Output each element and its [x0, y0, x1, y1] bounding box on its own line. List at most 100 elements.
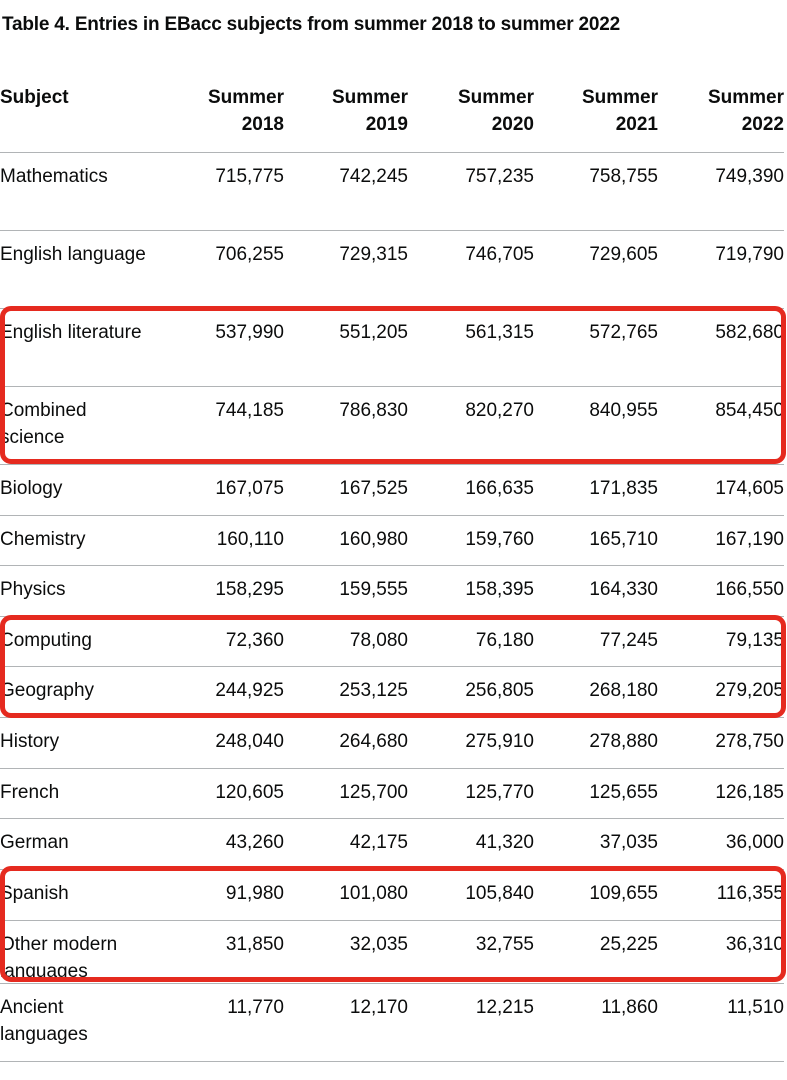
table-row: Biology 167,075 167,525 166,635 171,835 174,6…: [0, 464, 784, 516]
value-label: 256,805: [465, 679, 534, 701]
value-cell: 12,215: [408, 983, 534, 1062]
subject-cell: English language: [0, 230, 190, 309]
subject-cell: Chemistry: [0, 515, 190, 566]
value-label: 32,035: [349, 933, 408, 955]
value-label: 166,635: [465, 477, 534, 499]
value-label: 165,710: [589, 528, 658, 550]
value-cell: 91,980: [190, 869, 284, 921]
value-cell: 820,270: [408, 386, 534, 465]
value-cell: 78,080: [284, 616, 408, 667]
subject-cell: History: [0, 717, 190, 769]
value-label: 42,175: [349, 831, 408, 853]
subject-label: Chemistry: [0, 528, 86, 550]
value-cell: 36,310: [658, 920, 784, 984]
value-label: 786,830: [339, 399, 408, 421]
value-label: 746,705: [465, 243, 534, 265]
value-cell: 105,840: [408, 869, 534, 921]
value-label: 744,185: [215, 399, 284, 421]
value-label: 244,925: [215, 679, 284, 701]
subject-cell: Physics: [0, 565, 190, 617]
value-label: 11,770: [227, 996, 284, 1018]
value-label: 253,125: [339, 679, 408, 701]
header-row: Subject Summer 2018 Summer 2019 Summer 2…: [0, 76, 784, 153]
value-cell: 758,755: [534, 152, 658, 231]
subject-cell: Computing: [0, 616, 190, 667]
value-cell: 757,235: [408, 152, 534, 231]
value-label: 41,320: [475, 831, 534, 853]
value-label: 12,170: [349, 996, 408, 1018]
value-cell: 160,980: [284, 515, 408, 566]
value-cell: 551,205: [284, 308, 408, 387]
value-label: 572,765: [589, 321, 658, 343]
value-cell: 729,315: [284, 230, 408, 309]
subject-cell: Ancient languages: [0, 983, 190, 1062]
value-label: 78,080: [349, 629, 408, 651]
value-label: 159,760: [465, 528, 534, 550]
value-label: 279,205: [715, 679, 784, 701]
column-header: Summer 2018: [190, 76, 284, 153]
value-cell: 264,680: [284, 717, 408, 769]
value-cell: 786,830: [284, 386, 408, 465]
table-caption: Table 4. Entries in EBacc subjects from …: [2, 14, 620, 35]
subject-label: English literature: [0, 321, 142, 343]
value-cell: 43,260: [190, 818, 284, 870]
value-cell: 11,510: [658, 983, 784, 1062]
subject-label: Computing: [0, 629, 92, 651]
table-row: Computing 72,360 78,080 76,180 77,245 79,135: [0, 616, 784, 667]
value-cell: 42,175: [284, 818, 408, 870]
value-cell: 101,080: [284, 869, 408, 921]
table-row: French 120,605 125,700 125,770 125,655 126,18…: [0, 768, 784, 819]
value-label: 275,910: [465, 730, 534, 752]
value-label: 278,750: [715, 730, 784, 752]
value-label: 101,080: [339, 882, 408, 904]
value-label: 719,790: [715, 243, 784, 265]
value-label: 166,550: [715, 578, 784, 600]
value-cell: 165,710: [534, 515, 658, 566]
value-label: 77,245: [599, 629, 658, 651]
column-header-label: Summer 2021: [581, 87, 658, 135]
value-label: 11,860: [601, 996, 658, 1018]
value-cell: 32,755: [408, 920, 534, 984]
value-label: 551,205: [339, 321, 408, 343]
column-header: Summer 2020: [408, 76, 534, 153]
value-cell: 79,135: [658, 616, 784, 667]
value-cell: 706,255: [190, 230, 284, 309]
value-cell: 582,680: [658, 308, 784, 387]
value-cell: 32,035: [284, 920, 408, 984]
value-cell: 25,225: [534, 920, 658, 984]
value-cell: 840,955: [534, 386, 658, 465]
value-cell: 278,750: [658, 717, 784, 769]
table-row: History 248,040 264,680 275,910 278,880 278,7…: [0, 717, 784, 769]
value-label: 125,700: [339, 781, 408, 803]
value-cell: 125,655: [534, 768, 658, 819]
subject-cell: Biology: [0, 464, 190, 516]
value-cell: 253,125: [284, 666, 408, 718]
subject-label: German: [0, 831, 69, 853]
value-cell: 11,860: [534, 983, 658, 1062]
subject-cell: German: [0, 818, 190, 870]
value-label: 278,880: [589, 730, 658, 752]
value-label: 32,755: [475, 933, 534, 955]
value-cell: 854,450: [658, 386, 784, 465]
value-label: 820,270: [465, 399, 534, 421]
table-row: Spanish 91,980 101,080 105,840 109,655 116,35…: [0, 869, 784, 921]
value-label: 537,990: [215, 321, 284, 343]
value-label: 167,190: [715, 528, 784, 550]
value-label: 757,235: [465, 165, 534, 187]
value-label: 729,315: [339, 243, 408, 265]
value-label: 36,000: [725, 831, 784, 853]
value-label: 91,980: [225, 882, 284, 904]
value-cell: 109,655: [534, 869, 658, 921]
value-label: 43,260: [225, 831, 284, 853]
column-header: Subject: [0, 76, 190, 153]
value-label: 105,840: [465, 882, 534, 904]
value-label: 171,835: [589, 477, 658, 499]
subject-cell: Combined science: [0, 386, 190, 465]
value-label: 706,255: [215, 243, 284, 265]
table-row: German 43,260 42,175 41,320 37,035 36,000: [0, 818, 784, 870]
value-cell: 167,525: [284, 464, 408, 516]
value-label: 76,180: [475, 629, 534, 651]
column-header-label: Summer 2022: [707, 87, 784, 135]
value-label: 31,850: [225, 933, 284, 955]
